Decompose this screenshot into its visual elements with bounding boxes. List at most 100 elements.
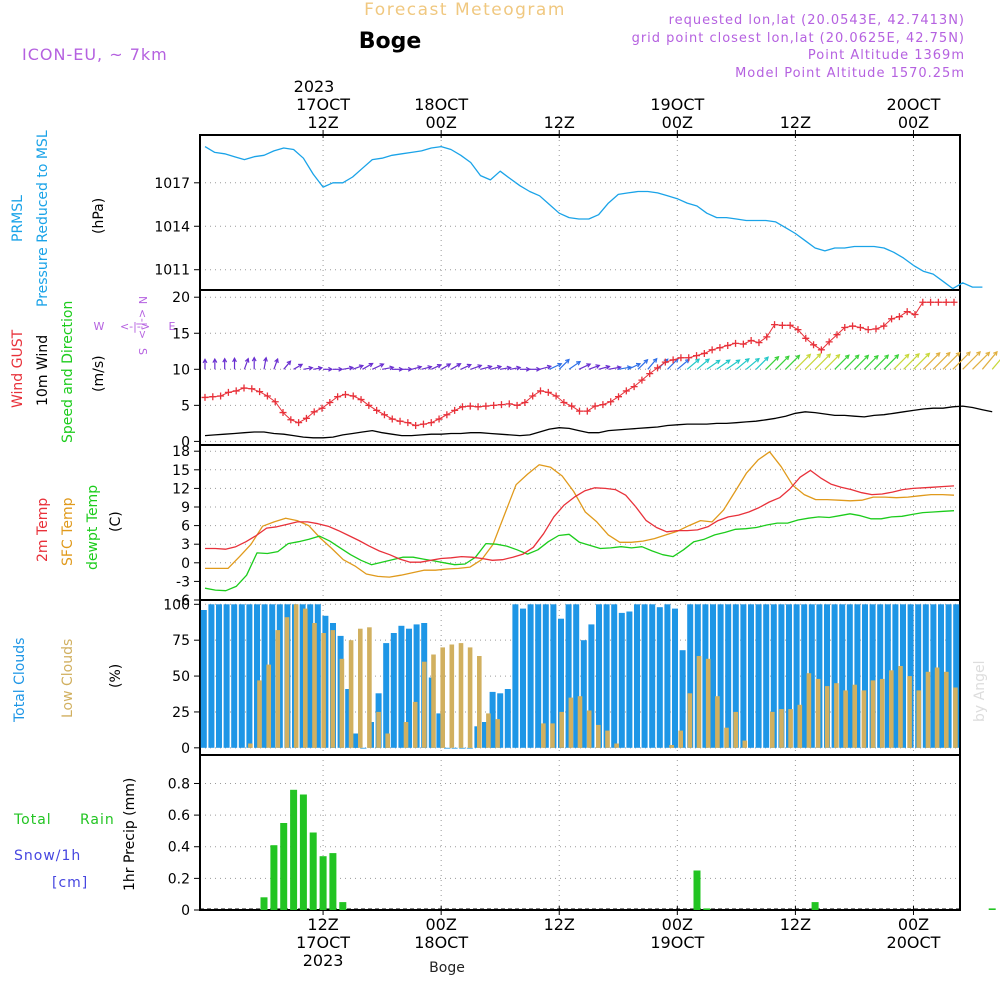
model-label: ICON-EU, ~ 7km — [22, 45, 168, 64]
total-cloud-bar — [604, 604, 610, 748]
low-cloud-bar — [404, 722, 409, 748]
y-tick-label: 0 — [181, 556, 190, 572]
rain-bar — [300, 795, 307, 911]
y-tick-label: 5 — [181, 398, 190, 414]
bottom-hour-label: 00Z — [662, 915, 693, 934]
gust-label: Wind GUST — [10, 329, 26, 408]
low-cloud-bar — [413, 702, 418, 748]
low-cloud-bar — [770, 712, 775, 748]
low-cloud-bar — [605, 731, 610, 748]
total-cloud-bar — [201, 610, 207, 748]
low-cloud-bar — [468, 647, 473, 748]
y-tick-label: 0.2 — [168, 871, 190, 887]
low-cloud-bar — [376, 712, 381, 748]
total-cloud-bar — [642, 604, 648, 748]
bottom-hour-label: 12Z — [544, 915, 575, 934]
top-hour-label: 12Z — [544, 113, 575, 132]
low-cloud-bar — [788, 709, 793, 748]
low-cloud-bar — [834, 683, 839, 748]
y-tick-label: 15 — [172, 463, 190, 479]
low-clouds-label: Low Clouds — [60, 639, 76, 718]
top-hour-label: 00Z — [662, 113, 693, 132]
low-cloud-bar — [340, 659, 345, 748]
low-cloud-bar — [450, 645, 455, 748]
total-cloud-bar — [360, 748, 366, 749]
low-cloud-bar — [587, 711, 592, 748]
y-tick-label: 1017 — [154, 176, 190, 192]
total-cloud-bar — [528, 604, 534, 748]
low-cloud-bar — [541, 723, 546, 747]
low-cloud-bar — [312, 623, 317, 748]
low-cloud-bar — [935, 668, 940, 748]
bottom-hour-label: 00Z — [425, 915, 456, 934]
y-tick-label: 25 — [172, 705, 190, 721]
y-tick-label: 0.8 — [168, 776, 190, 792]
y-tick-label: 0.6 — [168, 808, 190, 824]
low-cloud-bar — [880, 679, 885, 748]
total-cloud-bar — [398, 626, 404, 748]
top-hour-label: 00Z — [425, 113, 456, 132]
low-cloud-bar — [422, 662, 427, 748]
total-label: Total — [13, 812, 52, 828]
total-cloud-bar — [740, 604, 746, 748]
low-cloud-bar — [303, 609, 308, 748]
total-cloud-bar — [763, 604, 769, 748]
total-cloud-bar — [239, 604, 245, 748]
low-cloud-bar — [477, 656, 482, 748]
low-cloud-bar — [798, 705, 803, 748]
point-altitude: Point Altitude 1369m — [808, 48, 965, 63]
low-cloud-bar — [907, 676, 912, 748]
sfc-temp-label: SFC Temp — [60, 497, 76, 566]
low-cloud-bar — [440, 647, 445, 748]
y-tick-label: 1014 — [154, 219, 190, 235]
chart-title: Forecast Meteogram — [364, 0, 566, 20]
compass-south: S — [136, 348, 149, 355]
low-cloud-bar — [367, 627, 372, 748]
low-cloud-bar — [779, 709, 784, 748]
low-cloud-bar — [669, 745, 674, 748]
low-cloud-bar — [825, 686, 830, 748]
low-cloud-bar — [843, 690, 848, 747]
rain-bar — [320, 856, 327, 910]
total-cloud-bar — [231, 604, 237, 748]
y-tick-label: 0 — [181, 741, 190, 757]
low-cloud-bar — [706, 659, 711, 748]
total-cloud-bar — [619, 613, 625, 748]
total-cloud-bar — [756, 604, 762, 748]
total-cloud-bar — [520, 609, 526, 748]
bottom-hour-label: 12Z — [307, 915, 338, 934]
total-cloud-bar — [246, 604, 252, 748]
low-cloud-bar — [697, 656, 702, 748]
compass-north: N — [136, 296, 149, 304]
bottom-date-label: 17OCT — [296, 933, 350, 952]
low-cloud-bar — [321, 633, 326, 748]
snow-label: Snow/1h — [14, 848, 81, 864]
low-cloud-bar — [385, 734, 390, 748]
rain-bar — [989, 908, 996, 910]
top-hour-label: 12Z — [780, 113, 811, 132]
low-cloud-bar — [431, 655, 436, 748]
total-cloud-bar — [657, 607, 663, 748]
y-tick-label: 0 — [181, 903, 190, 919]
low-cloud-bar — [715, 696, 720, 748]
model-altitude: Model Point Altitude 1570.25m — [735, 66, 965, 81]
station-name: Boge — [359, 29, 422, 54]
low-cloud-bar — [596, 725, 601, 748]
prmsl-label: PRMSL — [10, 195, 26, 242]
total-cloud-bar — [505, 689, 511, 748]
y-tick-label: 12 — [172, 481, 190, 497]
low-cloud-bar — [917, 690, 922, 747]
speed-direction-label: Speed and Direction — [60, 301, 76, 443]
total-cloud-bar — [748, 604, 754, 748]
low-cloud-bar — [569, 698, 574, 748]
rain-bar — [270, 845, 277, 910]
rain-bar — [310, 833, 317, 911]
footer-station: Boge — [429, 960, 465, 976]
low-cloud-bar — [688, 693, 693, 748]
low-cloud-bar — [550, 723, 555, 747]
total-cloud-bar — [216, 604, 222, 748]
y-tick-label: 18 — [172, 444, 190, 460]
top-hour-label: 12Z — [307, 113, 338, 132]
y-tick-label: 3 — [181, 537, 190, 553]
